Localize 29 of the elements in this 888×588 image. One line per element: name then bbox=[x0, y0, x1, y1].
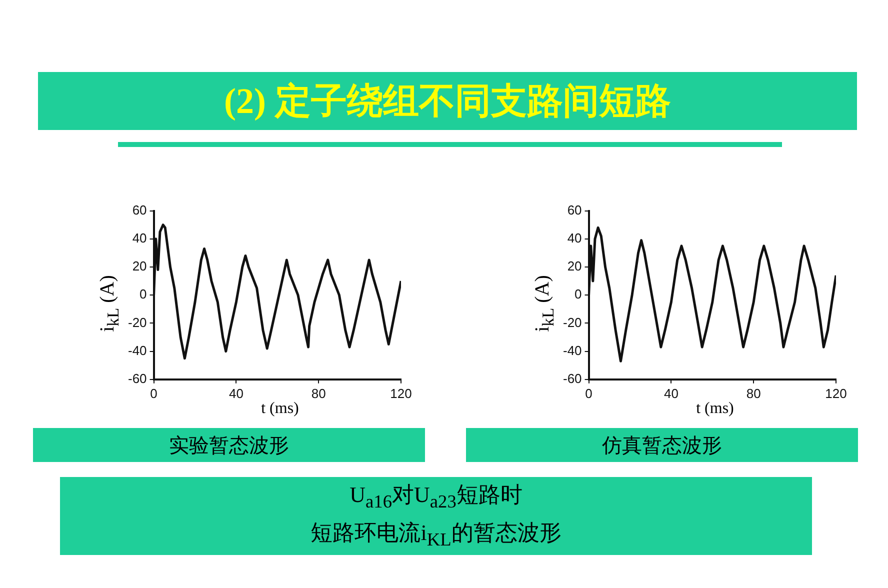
y-tick-label: -60 bbox=[562, 370, 582, 386]
text: U$_{a16}$对U$_{a23}$短路时 bbox=[350, 481, 522, 514]
y-tick-label: 40 bbox=[132, 230, 147, 246]
y-tick-label: 0 bbox=[574, 286, 582, 302]
x-tick-label: 0 bbox=[150, 386, 158, 401]
text: 实验暂态波形 bbox=[33, 428, 425, 462]
text: 短路环电流i$_{KL}$的暂态波形 bbox=[310, 519, 562, 552]
y-tick-label: 20 bbox=[132, 258, 147, 274]
x-tick-label: 80 bbox=[746, 386, 761, 401]
text: 仿真暂态波形 bbox=[466, 428, 858, 462]
y-tick-label: -20 bbox=[128, 314, 147, 330]
x-axis-title: t (ms) bbox=[695, 400, 735, 418]
y-tick-label: -20 bbox=[562, 314, 582, 330]
x-tick-label: 40 bbox=[664, 386, 678, 401]
y-tick-label: -60 bbox=[128, 370, 147, 386]
x-tick-label: 120 bbox=[825, 386, 847, 401]
y-tick-label: -40 bbox=[128, 342, 147, 358]
x-axis-title: t (ms) bbox=[260, 400, 300, 418]
y-tick-label: 60 bbox=[132, 202, 147, 218]
y-tick-label: -40 bbox=[562, 342, 582, 358]
y-tick-label: 60 bbox=[567, 202, 582, 218]
chart-title: (2) 定子绕组不同支路间短路 bbox=[38, 72, 857, 130]
x-tick-label: 40 bbox=[228, 386, 244, 401]
y-tick-label: 0 bbox=[140, 286, 147, 302]
x-tick-label: 80 bbox=[311, 386, 326, 401]
y-tick-label: 40 bbox=[567, 230, 582, 246]
y-tick-label: 20 bbox=[567, 258, 582, 274]
x-tick-label: 120 bbox=[390, 386, 412, 401]
x-tick-label: 0 bbox=[585, 386, 592, 401]
